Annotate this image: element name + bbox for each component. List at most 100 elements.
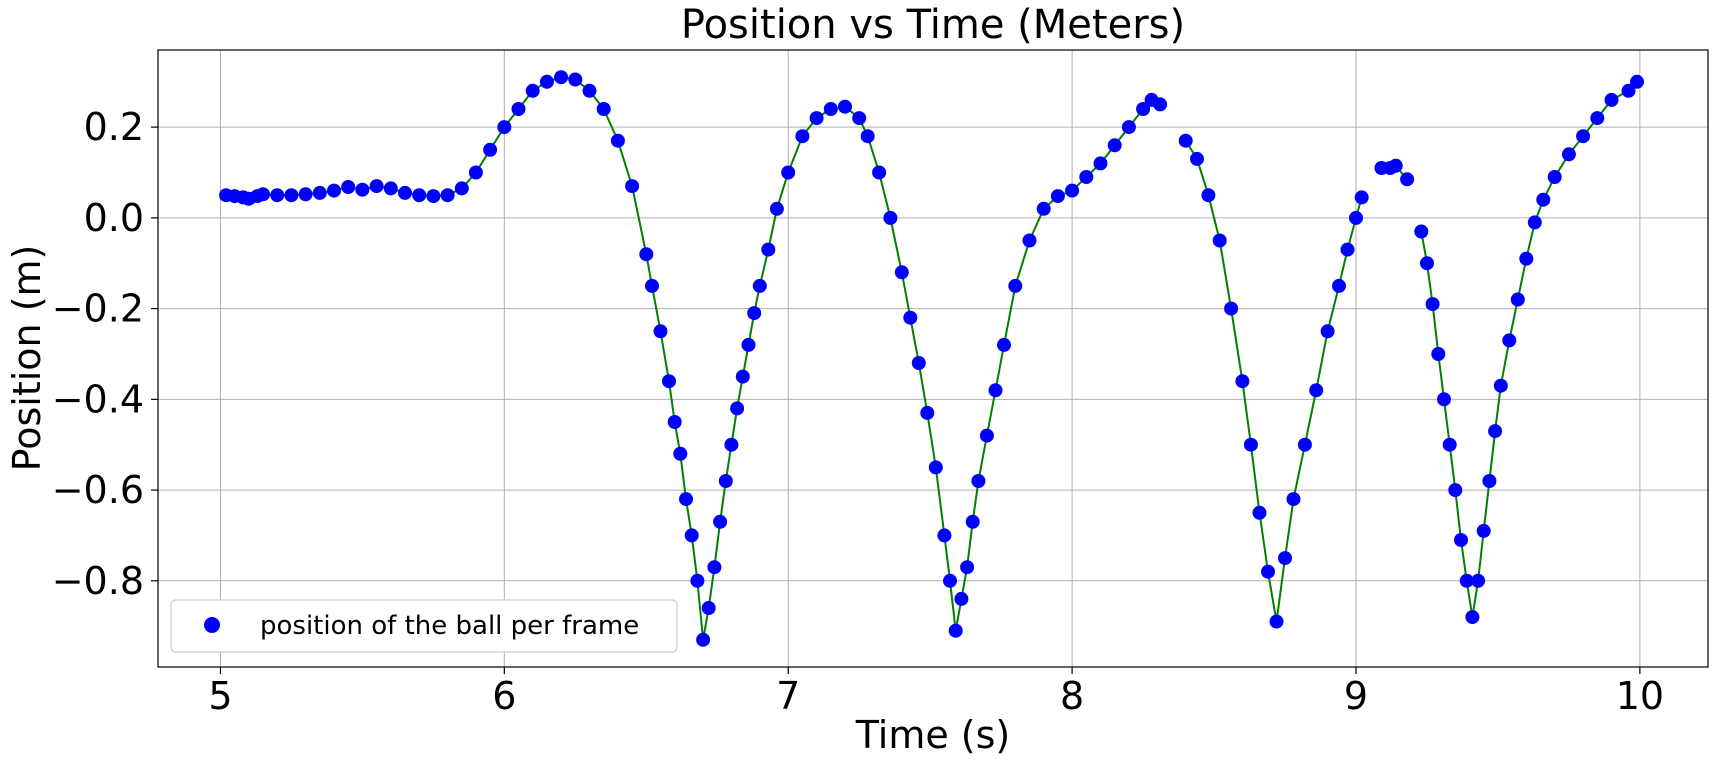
x-tick-label: 9 [1344,674,1368,718]
plot-frame [157,49,1709,668]
data-point [1536,192,1551,207]
legend-marker [204,617,220,633]
data-point [860,129,875,144]
data-point [1093,156,1108,171]
data-point [369,179,384,194]
data-point [735,369,750,384]
data-point [1465,610,1480,625]
data-point [497,120,512,135]
y-tick-label: −0.8 [52,559,144,603]
data-point [679,492,693,507]
data-point [997,337,1011,352]
data-point [1022,233,1037,248]
data-point [284,188,299,203]
data-point [1261,564,1275,579]
data-point [988,383,1003,398]
data-point [920,405,935,420]
data-point [1320,324,1335,339]
data-point [1442,437,1457,452]
data-point [823,102,838,116]
series-points [219,70,1644,647]
data-point [1547,170,1562,184]
y-axis-label: Position (m) [5,245,49,472]
data-point [1178,133,1193,148]
data-point [525,83,540,98]
data-point [1224,301,1239,316]
data-point [1354,190,1369,205]
data-point [769,201,784,216]
data-point [707,560,722,575]
data-point [1153,97,1168,112]
series-line-segment [1420,81,1638,618]
data-point [1448,483,1463,498]
data-point [701,601,716,615]
data-point [1252,505,1267,520]
y-tick-label: −0.2 [52,287,144,331]
y-tick-label: −0.6 [52,468,144,512]
data-point [690,573,705,588]
x-tick-label: 5 [208,674,232,718]
data-point [747,306,762,321]
data-point [911,356,926,370]
x-axis-label: Time (s) [855,713,1011,757]
data-point [1107,138,1122,153]
data-point [1437,392,1451,407]
data-point [662,374,676,389]
series-line-segment [1184,140,1363,622]
series-line [225,76,1638,640]
data-point [256,187,270,202]
legend-box [170,599,678,653]
data-point [327,183,341,198]
data-point [724,437,739,452]
x-tick-label: 8 [1060,674,1084,718]
data-point [1621,83,1636,98]
data-point [1243,437,1258,452]
data-point [1420,256,1434,271]
y-tick-label: 0.2 [84,105,144,149]
data-point [1349,210,1363,225]
data-point [730,401,745,416]
x-tick-label: 10 [1616,674,1664,718]
data-point [948,623,963,638]
data-point [539,74,554,89]
data-point [1431,347,1446,361]
data-point [645,278,659,293]
data-point [1065,183,1080,198]
data-point [684,528,699,543]
data-point [883,210,898,225]
data-point [1527,215,1542,230]
data-point [1008,278,1023,293]
data-point [741,337,756,352]
data-point [1510,292,1525,307]
data-point [582,83,597,98]
data-point [412,188,427,203]
data-point [1488,424,1503,439]
data-point [383,181,398,196]
data-point [398,185,412,200]
data-point [838,99,852,114]
data-point [596,102,611,116]
data-point [971,474,986,488]
chart-title: Position vs Time (Meters) [681,2,1185,48]
data-point [1269,614,1284,629]
series-line-segment [225,76,1161,640]
data-point [1425,297,1440,312]
data-point [511,102,526,116]
data-point [1561,147,1576,162]
data-point [1388,158,1403,173]
data-point [568,72,583,87]
data-point [673,446,688,461]
data-point [928,460,943,475]
y-tick-label: −0.4 [52,377,144,421]
data-point [1502,333,1517,348]
axis-ticks: 5 6 7 8 9 10 0.2 0.0 −0.2 −0.4 −0.6 −0.8 [52,105,1664,718]
x-tick-label: 6 [492,674,516,718]
data-point [312,185,327,200]
y-tick-label: 0.0 [84,196,144,240]
data-point [713,514,728,529]
data-point [1604,92,1619,107]
data-point [903,310,918,325]
data-point [1235,374,1250,389]
data-point [795,129,810,144]
